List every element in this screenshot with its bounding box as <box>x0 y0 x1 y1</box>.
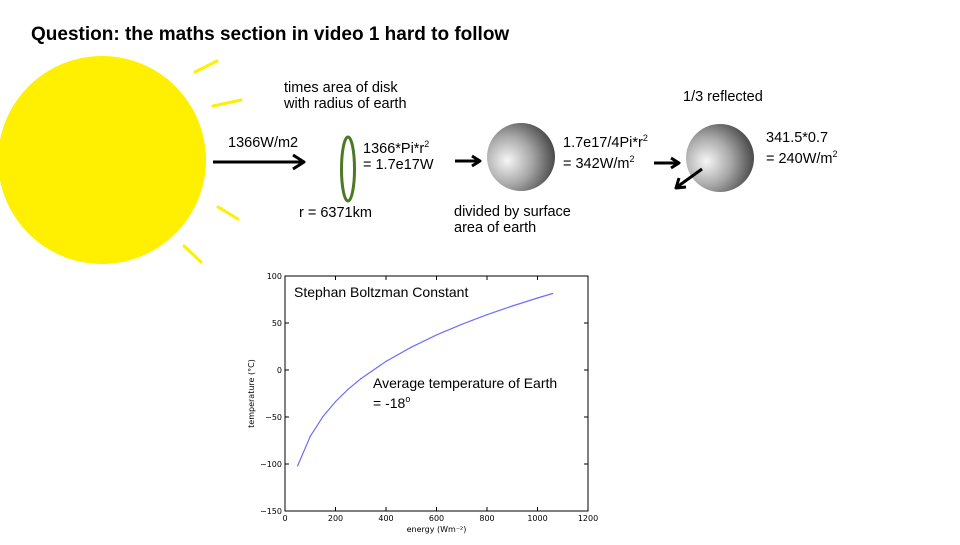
energy-temperature-chart: 0 200 400 600 800 1000 1200 −150 −100 −50 0 50 100 en… <box>240 268 606 540</box>
series-point <box>410 346 412 348</box>
sun <box>0 56 206 264</box>
disk-calc-line-2: = 1.7e17W <box>363 157 434 173</box>
divide-caption-line-1: divided by surface <box>454 204 571 220</box>
chart-annotation-degree: o <box>405 394 411 404</box>
disk-caption-line-1: times area of disk <box>284 80 398 96</box>
sun-rays <box>182 59 243 264</box>
incoming-arrow <box>213 153 306 171</box>
chart-annotation-average-line-1: Average temperature of Earth <box>373 375 558 391</box>
earth-disk-ring <box>340 135 356 203</box>
chart-annotation-average: Average temperature of Earth = -18o <box>373 375 557 411</box>
x-tick-label: 1200 <box>578 514 598 523</box>
incoming-flux-label: 1366W/m2 <box>228 135 299 151</box>
series-point <box>347 388 349 390</box>
result-exponent: 2 <box>832 149 838 159</box>
disk-to-sphere-arrow <box>455 154 482 168</box>
x-tick-label: 400 <box>378 514 393 523</box>
series-point <box>360 378 362 380</box>
sphere-to-sphere-arrow <box>654 156 681 170</box>
disk-caption: times area of disk with radius of earth <box>284 80 407 112</box>
sphere-calc-line-2: = 342W/m <box>563 156 630 172</box>
slide-title: Question: the maths section in video 1 h… <box>31 24 510 45</box>
earth-sphere-2 <box>686 124 754 192</box>
chart-annotation-constant: Stephan Boltzman Constant <box>294 284 469 300</box>
result-line-2: = 240W/m <box>766 151 833 167</box>
x-tick-label: 0 <box>282 514 287 523</box>
sphere-calc-exponent-2: 2 <box>629 154 635 164</box>
series-point <box>486 314 488 316</box>
disk-calculation: 1366*Pi*r2 = 1.7e17W <box>363 136 434 173</box>
series-point <box>536 297 539 299</box>
chart-svg: 0 200 400 600 800 1000 1200 −150 −100 −50 0 50 100 en… <box>247 272 598 534</box>
series-point <box>511 305 513 307</box>
earth-sphere-1 <box>487 123 555 191</box>
sphere-calc-line-1: 1.7e17/4Pi*r <box>563 135 643 151</box>
series-point <box>552 292 554 295</box>
y-tick-label: −100 <box>260 460 282 469</box>
y-tick-label: −150 <box>260 507 282 516</box>
x-tick-label: 1000 <box>527 514 547 523</box>
disk-calc-line-1: 1366*Pi*r <box>363 141 425 157</box>
x-tick-label: 800 <box>479 514 494 523</box>
x-tick-label: 200 <box>328 514 343 523</box>
series-point <box>385 360 387 362</box>
x-axis-label: energy (Wm⁻²) <box>407 525 467 534</box>
result-line-1: 341.5*0.7 <box>766 130 829 146</box>
disk-caption-line-2: with radius of earth <box>284 96 407 112</box>
y-tick-label: 0 <box>277 366 282 375</box>
disk-calc-exponent: 2 <box>424 139 430 149</box>
series-point <box>461 323 463 325</box>
reflected-label: 1/3 reflected <box>683 89 763 105</box>
series-point <box>309 435 311 437</box>
y-tick-label: −50 <box>265 413 282 422</box>
series-point <box>297 465 299 467</box>
result-calculation: 341.5*0.7 = 240W/m2 <box>766 130 838 167</box>
series-point <box>322 416 324 418</box>
radius-label: r = 6371km <box>299 205 372 221</box>
chart-annotation-average-line-2: = -18 <box>373 395 406 411</box>
divide-caption-line-2: area of earth <box>454 220 537 236</box>
sphere-calc-exponent-1: 2 <box>642 133 648 143</box>
divide-caption: divided by surface area of earth <box>454 204 571 236</box>
y-axis-label: temperature (°C) <box>247 359 256 428</box>
reflected-arrow <box>674 167 703 190</box>
series-point <box>334 400 337 403</box>
y-tick-label: 100 <box>267 272 282 281</box>
series-line-0 <box>297 292 553 467</box>
x-tick-label: 600 <box>429 514 444 523</box>
sphere-calculation: 1.7e17/4Pi*r2 = 342W/m2 <box>563 130 648 172</box>
y-tick-label: 50 <box>272 319 282 328</box>
plot-frame <box>284 275 589 512</box>
series-point <box>435 334 438 336</box>
